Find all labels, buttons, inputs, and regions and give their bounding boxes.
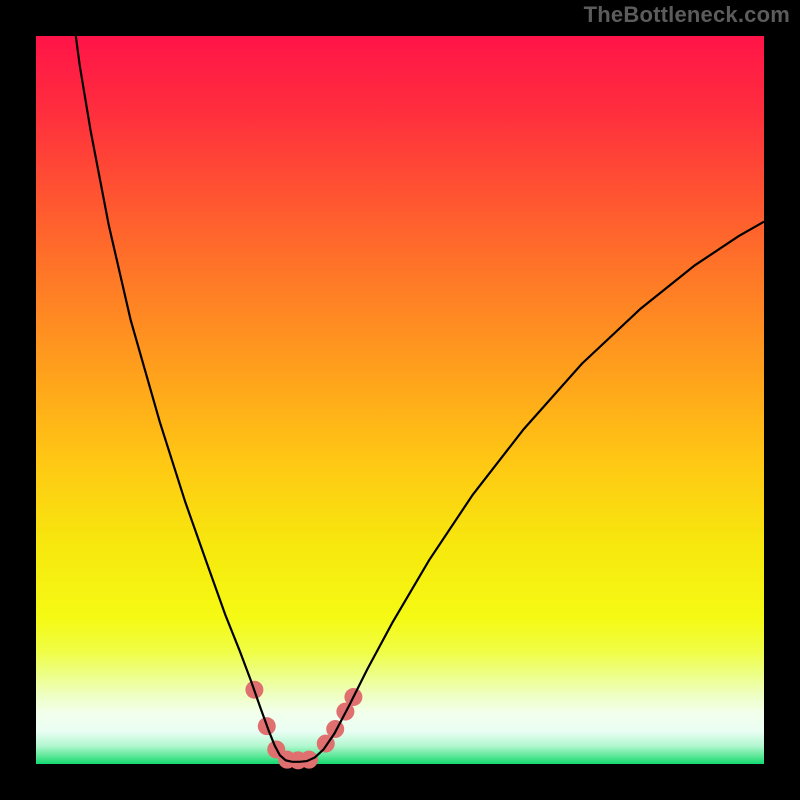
page-root: TheBottleneck.com bbox=[0, 0, 800, 800]
bottleneck-curve bbox=[74, 21, 764, 761]
plot-area bbox=[36, 36, 764, 764]
markers-group bbox=[245, 681, 362, 770]
watermark-text: TheBottleneck.com bbox=[584, 2, 790, 28]
chart-svg bbox=[36, 36, 764, 764]
marker-point bbox=[326, 720, 344, 738]
